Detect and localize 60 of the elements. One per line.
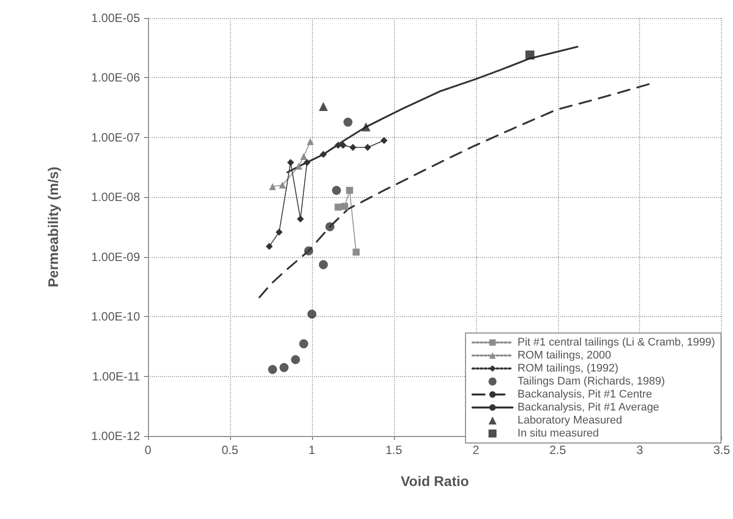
y-tick-label: 1.00E-06 — [91, 70, 140, 85]
x-tick-label: 0.5 — [222, 443, 239, 457]
x-tick-label: 1 — [308, 443, 316, 457]
y-axis-title: Permeability (m/s) — [45, 166, 61, 288]
point — [525, 50, 534, 60]
point — [361, 122, 370, 132]
legend-label: ROM tailings, (1992) — [518, 362, 618, 374]
legend-label: Tailings Dam (Richards, 1989) — [518, 376, 665, 388]
legend-label: Backanalysis, Pit #1 Average — [518, 402, 660, 414]
y-tick-label: 1.00E-09 — [91, 250, 140, 264]
point — [304, 246, 314, 256]
x-tick-label: 1.5 — [386, 443, 403, 457]
x-tick-label: 2 — [472, 443, 480, 457]
point — [291, 355, 300, 364]
point — [346, 186, 354, 194]
legend-label: In situ measured — [518, 428, 599, 440]
point — [287, 159, 294, 166]
legend-label: Pit #1 central tailings (Li & Cramb, 1999) — [518, 336, 716, 348]
legend-label: Backanalysis, Pit #1 Centre — [518, 388, 652, 400]
y-tick-label: 1.00E-11 — [92, 369, 140, 384]
point — [266, 242, 273, 250]
point — [295, 162, 302, 170]
point — [303, 159, 310, 166]
point — [299, 339, 308, 348]
y-tick-label: 1.00E-07 — [91, 130, 140, 144]
x-tick-label: 3 — [636, 443, 644, 457]
y-tick-label: 1.00E-08 — [91, 190, 140, 204]
legend-label: ROM tailings, 2000 — [518, 350, 612, 362]
y-tick-label: 1.00E-10 — [91, 310, 140, 324]
x-tick-label: 0 — [144, 443, 152, 457]
point — [349, 144, 356, 151]
y-tick-label: 1.00E-12 — [91, 429, 140, 443]
point — [296, 216, 304, 223]
point — [269, 183, 276, 190]
x-tick-label: 2.5 — [549, 443, 566, 457]
line-series — [258, 82, 652, 298]
point — [380, 136, 388, 144]
point — [332, 186, 341, 195]
legend-label: Laboratory Measured — [518, 414, 622, 426]
x-axis-title: Void Ratio — [400, 473, 469, 489]
point — [276, 228, 283, 236]
point — [318, 260, 328, 270]
point — [280, 363, 289, 372]
point — [318, 102, 328, 111]
x-tick-label: 3.5 — [713, 443, 730, 457]
point — [268, 364, 278, 374]
point — [307, 310, 316, 319]
point — [352, 248, 360, 256]
point — [341, 202, 348, 210]
point — [364, 144, 372, 151]
point — [320, 150, 327, 158]
point — [343, 118, 352, 127]
point — [340, 142, 347, 149]
point — [325, 222, 334, 232]
point — [334, 204, 342, 211]
point — [334, 142, 342, 149]
y-tick-label: 1.00E-05 — [91, 11, 140, 25]
point — [300, 152, 308, 160]
point — [306, 138, 314, 146]
point — [278, 181, 286, 188]
